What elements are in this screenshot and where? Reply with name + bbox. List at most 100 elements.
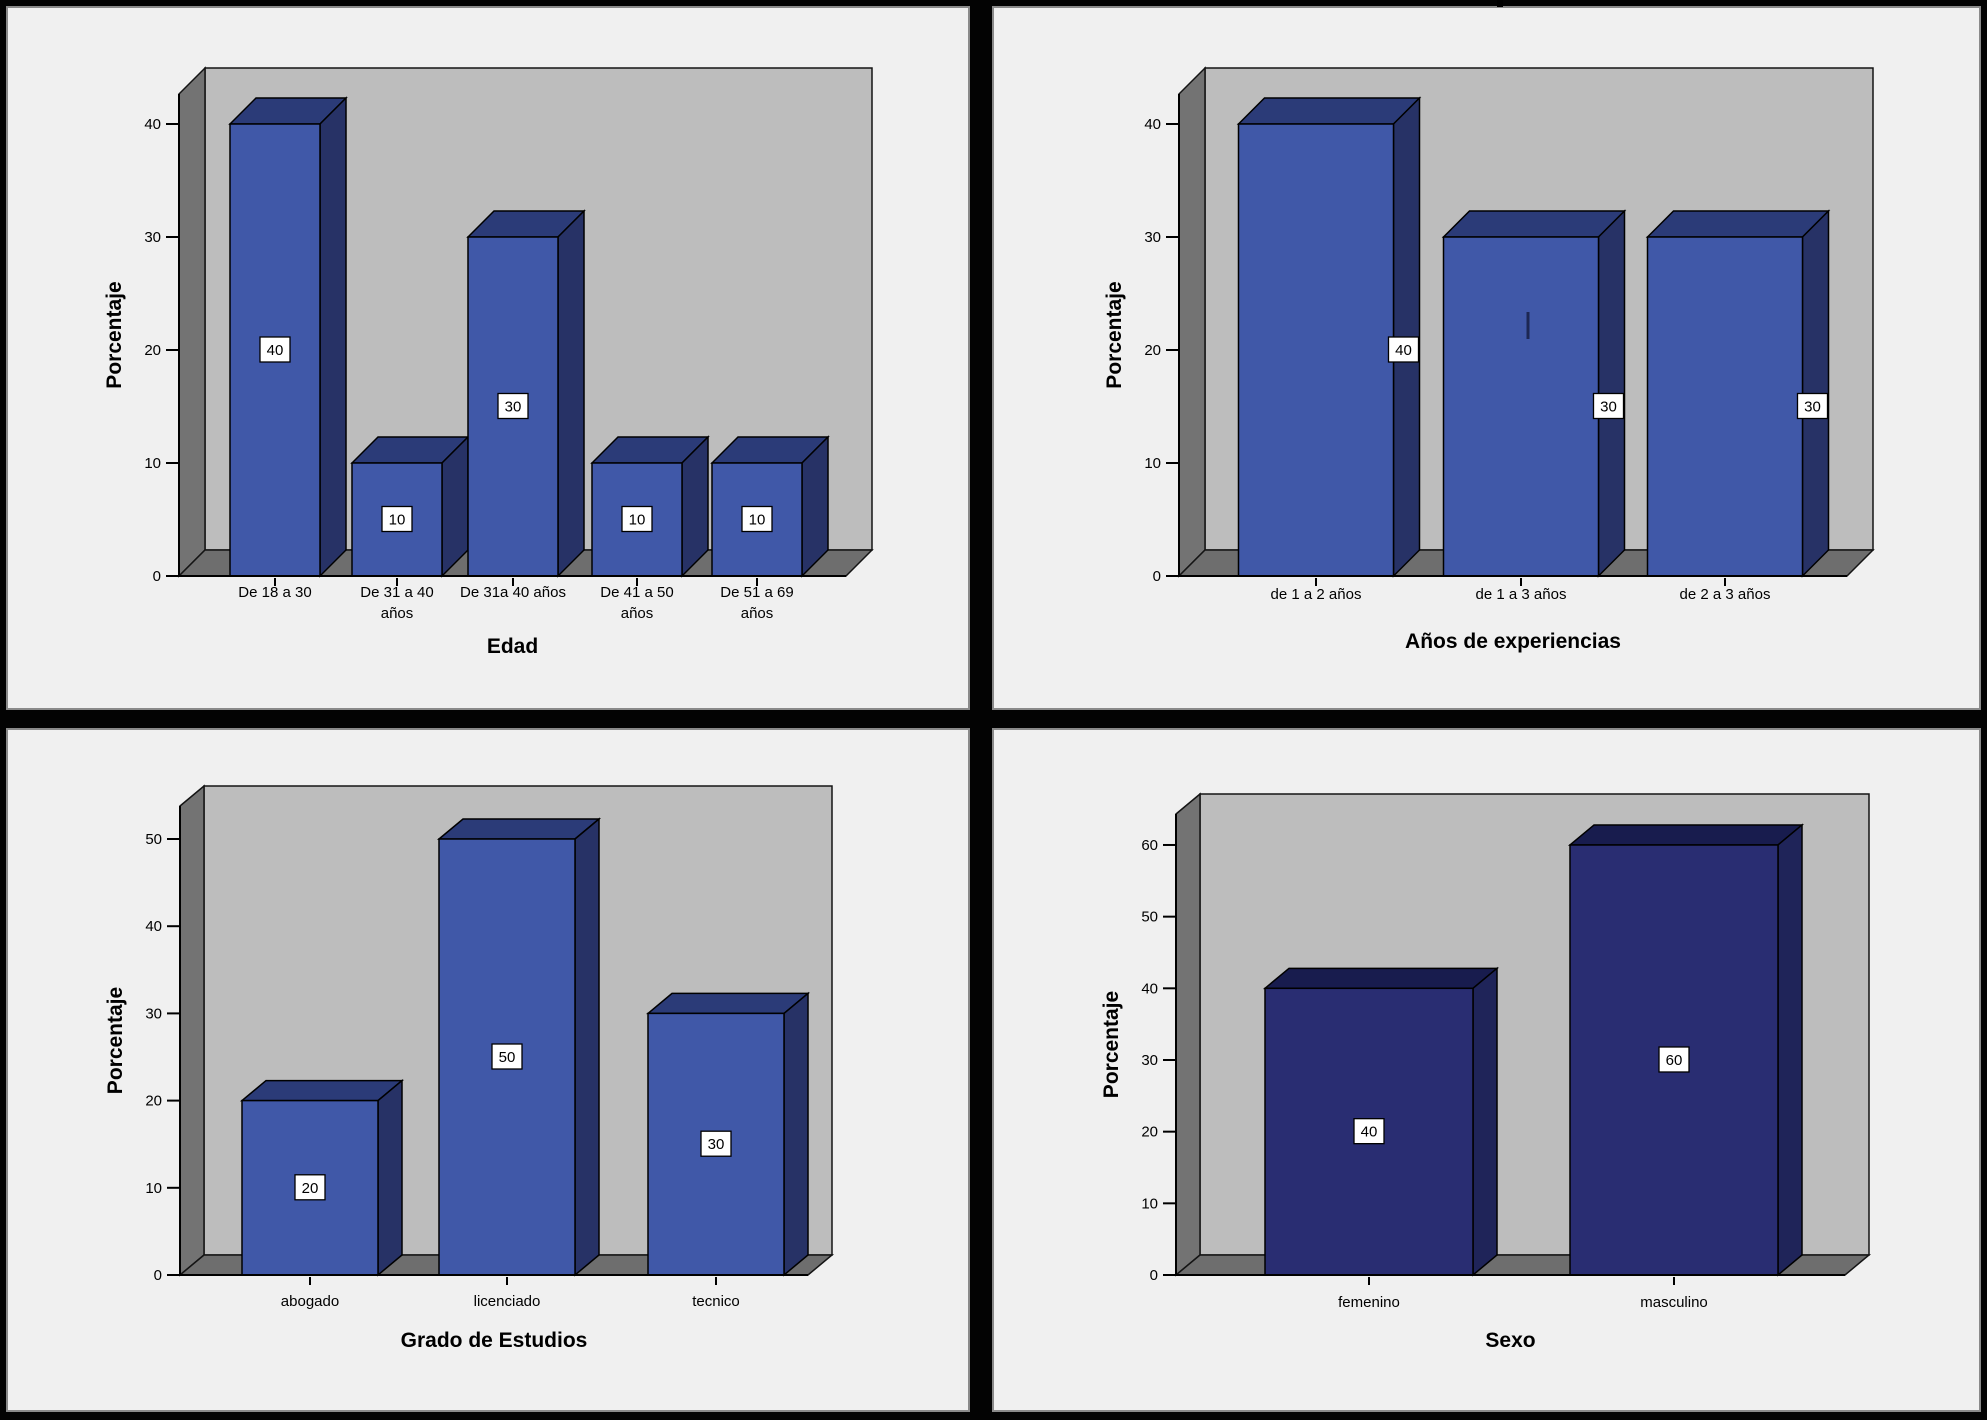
bar-value-text: 40 xyxy=(1395,342,1412,359)
y-tick-label: 30 xyxy=(1144,229,1161,246)
left-wall xyxy=(178,66,206,578)
bar-value-label: 30 xyxy=(700,1130,732,1157)
bar-value-label: 60 xyxy=(1658,1046,1690,1073)
x-category-label: De 31 a 40 xyxy=(360,584,433,601)
bar-value-text: 60 xyxy=(1666,1052,1683,1069)
bar-side-face xyxy=(783,991,809,1277)
bar-value-text: 10 xyxy=(389,512,406,529)
x-category-label: años xyxy=(741,605,774,622)
y-tick-label: 30 xyxy=(144,229,161,246)
bar-value-label: 40 xyxy=(1353,1118,1385,1145)
bar-side-face xyxy=(377,1078,403,1277)
bar-value-text: 50 xyxy=(499,1049,516,1066)
x-axis-title: Grado de Estudios xyxy=(401,1329,588,1352)
y-tick-label: 40 xyxy=(1141,980,1158,997)
bar-value-text: 10 xyxy=(749,512,766,529)
x-axis-title: Sexo xyxy=(1485,1329,1535,1352)
y-tick-label: 30 xyxy=(1141,1052,1158,1069)
y-axis-title: Porcentaje xyxy=(1103,281,1126,388)
chart-object-experiencias[interactable]: 0 10 20 30 40 de 1 a 2 años de 1 a 3 años de 2 … xyxy=(992,6,1981,710)
bar-front-face xyxy=(1646,236,1804,577)
bar-top-face xyxy=(1262,967,1500,990)
bar-value-label: 30 xyxy=(497,392,529,420)
x-axis-title: Años de experiencias xyxy=(1405,630,1621,653)
y-tick-label: 20 xyxy=(145,1093,162,1110)
x-category-label: de 1 a 3 años xyxy=(1476,586,1567,603)
chart-svg-sexo: 0 10 20 30 40 50 60 femenino masculino 40 60 Sexo Po… xyxy=(1100,792,1872,1352)
y-axis-title: Porcentaje xyxy=(103,281,126,388)
chart-object-grado-estudios[interactable]: 0 10 20 30 40 50 abogado licenciado tecnico 20 50 3… xyxy=(6,728,970,1412)
y-tick-label: 20 xyxy=(1141,1124,1158,1141)
x-category-label: años xyxy=(621,605,654,622)
x-category-label: licenciado xyxy=(474,1293,541,1310)
bar-value-label: 10 xyxy=(741,505,773,533)
x-category-label: abogado xyxy=(281,1293,339,1310)
y-axis-title: Porcentaje xyxy=(1100,991,1123,1098)
bar-de-1-a-2-a-os xyxy=(1236,96,1422,578)
chart-object-sexo[interactable]: 0 10 20 30 40 50 60 femenino masculino 40 60 Sexo Po… xyxy=(992,728,1981,1412)
bar-top-face xyxy=(436,818,602,840)
bar-licenciado xyxy=(436,817,602,1277)
chart-svg-grado-de-estudios: 0 10 20 30 40 50 abogado licenciado tecnico 20 50 3… xyxy=(104,784,835,1352)
y-tick-label: 50 xyxy=(145,831,162,848)
bar-value-label: 10 xyxy=(621,505,653,533)
x-category-label: De 18 a 30 xyxy=(238,584,311,601)
left-wall xyxy=(1178,66,1206,578)
y-tick-label: 0 xyxy=(154,1267,162,1284)
y-tick-label: 60 xyxy=(1141,837,1158,854)
left-wall xyxy=(179,784,205,1277)
bar-top-face xyxy=(1645,210,1831,238)
y-tick-label: 20 xyxy=(144,342,161,359)
y-axis-title: Porcentaje xyxy=(104,987,127,1094)
y-tick-label: 0 xyxy=(1150,1267,1158,1284)
y-tick-label: 10 xyxy=(1144,455,1161,472)
y-tick-label: 0 xyxy=(1153,568,1161,585)
bar-value-label: 40 xyxy=(1387,336,1420,363)
bar-value-label: 30 xyxy=(1796,392,1829,420)
bar-de-51-a-69-a-os xyxy=(710,435,830,578)
chart-svg-a-os-de-experiencias: 0 10 20 30 40 de 1 a 2 años de 1 a 3 años de 2 … xyxy=(1103,66,1875,653)
y-tick-label: 40 xyxy=(1144,116,1161,133)
bar-value-text: 30 xyxy=(708,1136,725,1153)
x-category-label: de 2 a 3 años xyxy=(1680,586,1771,603)
x-category-label: De 31a 40 años xyxy=(460,584,566,601)
bar-value-text: 30 xyxy=(505,399,522,416)
bar-side-face xyxy=(319,96,347,578)
bar-side-face xyxy=(574,817,600,1277)
bar-value-text: 40 xyxy=(1361,1124,1378,1141)
bar-value-text: 20 xyxy=(302,1180,319,1197)
bar-front-face xyxy=(1264,987,1474,1276)
bar-front-face xyxy=(1237,123,1395,577)
bar-top-face xyxy=(1236,97,1422,125)
y-tick-label: 20 xyxy=(1144,342,1161,359)
x-category-label: De 41 a 50 xyxy=(600,584,673,601)
bar-femenino xyxy=(1262,966,1500,1277)
bar-value-label: 10 xyxy=(381,505,413,533)
bar-top-face xyxy=(645,992,811,1015)
bar-top-face xyxy=(239,1079,405,1102)
bar-value-text: 40 xyxy=(267,342,284,359)
y-tick-label: 30 xyxy=(145,1005,162,1022)
left-wall xyxy=(1175,792,1201,1277)
x-category-label: años xyxy=(381,605,414,622)
x-category-label: femenino xyxy=(1338,1294,1400,1311)
y-tick-label: 50 xyxy=(1141,909,1158,926)
y-tick-label: 10 xyxy=(145,1180,162,1197)
chart-svg-edad: 0 10 20 30 40 De 18 a 30 De 31 a 40 años De 31a … xyxy=(103,66,874,658)
cursor-artifact-dot xyxy=(1497,0,1503,7)
bar-value-text: 30 xyxy=(1600,399,1617,416)
bar-side-face xyxy=(1777,823,1803,1277)
bar-value-text: 30 xyxy=(1804,399,1821,416)
bar-top-face xyxy=(1441,210,1627,238)
chart-object-edad[interactable]: 0 10 20 30 40 De 18 a 30 De 31 a 40 años De 31a … xyxy=(6,6,970,710)
x-axis-title: Edad xyxy=(487,635,538,658)
bar-value-label: 20 xyxy=(294,1174,326,1201)
y-tick-label: 10 xyxy=(1141,1195,1158,1212)
bar-de-2-a-3-a-os xyxy=(1645,209,1831,578)
y-tick-label: 40 xyxy=(144,116,161,133)
x-category-label: masculino xyxy=(1640,1294,1708,1311)
x-category-label: De 51 a 69 xyxy=(720,584,793,601)
bar-front-face xyxy=(1442,236,1600,577)
bar-top-face xyxy=(1567,824,1805,846)
